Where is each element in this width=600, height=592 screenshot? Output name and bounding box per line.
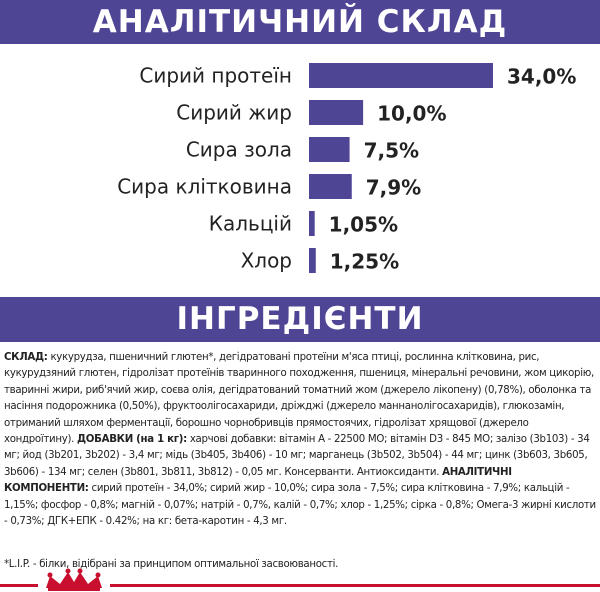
value-label: 1,25%: [330, 250, 399, 274]
category-label: Кальцій: [209, 212, 292, 236]
analysis-title: АНАЛІТИЧНИЙ СКЛАД: [92, 4, 508, 40]
value-label: 7,9%: [366, 176, 421, 200]
sklad-label: СКЛАД:: [4, 352, 48, 363]
red-line-right: [110, 584, 600, 587]
red-line-left: [0, 584, 38, 587]
lip-footnote: *L.I.P. - білки, відібрані за принципом …: [4, 559, 339, 570]
ingredients-banner: ІНГРЕДІЄНТИ: [0, 297, 600, 342]
category-label: Сира зола: [186, 138, 292, 162]
category-label: Сира клітковина: [117, 175, 292, 199]
bar: [309, 100, 364, 125]
category-label: Сирий жир: [176, 101, 292, 125]
bar: [309, 63, 493, 88]
value-label: 1,05%: [329, 213, 398, 237]
category-label: Хлор: [241, 249, 292, 273]
analysis-banner: АНАЛІТИЧНИЙ СКЛАД: [0, 0, 600, 44]
value-label: 7,5%: [364, 139, 419, 163]
brand-footer-band: [0, 575, 600, 592]
value-label: 10,0%: [377, 102, 446, 126]
crown-logo-icon: [46, 568, 102, 591]
ingredients-title: ІНГРЕДІЄНТИ: [176, 301, 424, 337]
value-label: 34,0%: [507, 65, 576, 89]
bar: [309, 211, 315, 236]
composition-bar-chart: Сирий протеїн 34,0% Сирий жир 10,0% Сира зол…: [117, 63, 576, 274]
category-label: Сирий протеїн: [139, 64, 292, 88]
additives-label: ДОБАВКИ (на 1 кг):: [77, 434, 187, 446]
bar: [309, 137, 350, 162]
bar: [309, 248, 316, 273]
ingredients-text: СКЛАД: кукурудза, пшеничний глютен*, дег…: [4, 350, 598, 530]
sklad-text: кукурудза, пшеничний глютен*, дегідратов…: [4, 352, 594, 446]
bar: [309, 174, 352, 199]
additives-text: харчові добавки: вітамін A - 22500 МО; в…: [4, 434, 590, 478]
analytic-label: АНАЛІТИЧНІ КОМПОНЕНТИ:: [4, 466, 512, 495]
analytic-text: сирий протеїн - 34,0%; сирий жир - 10,0%…: [4, 483, 596, 528]
